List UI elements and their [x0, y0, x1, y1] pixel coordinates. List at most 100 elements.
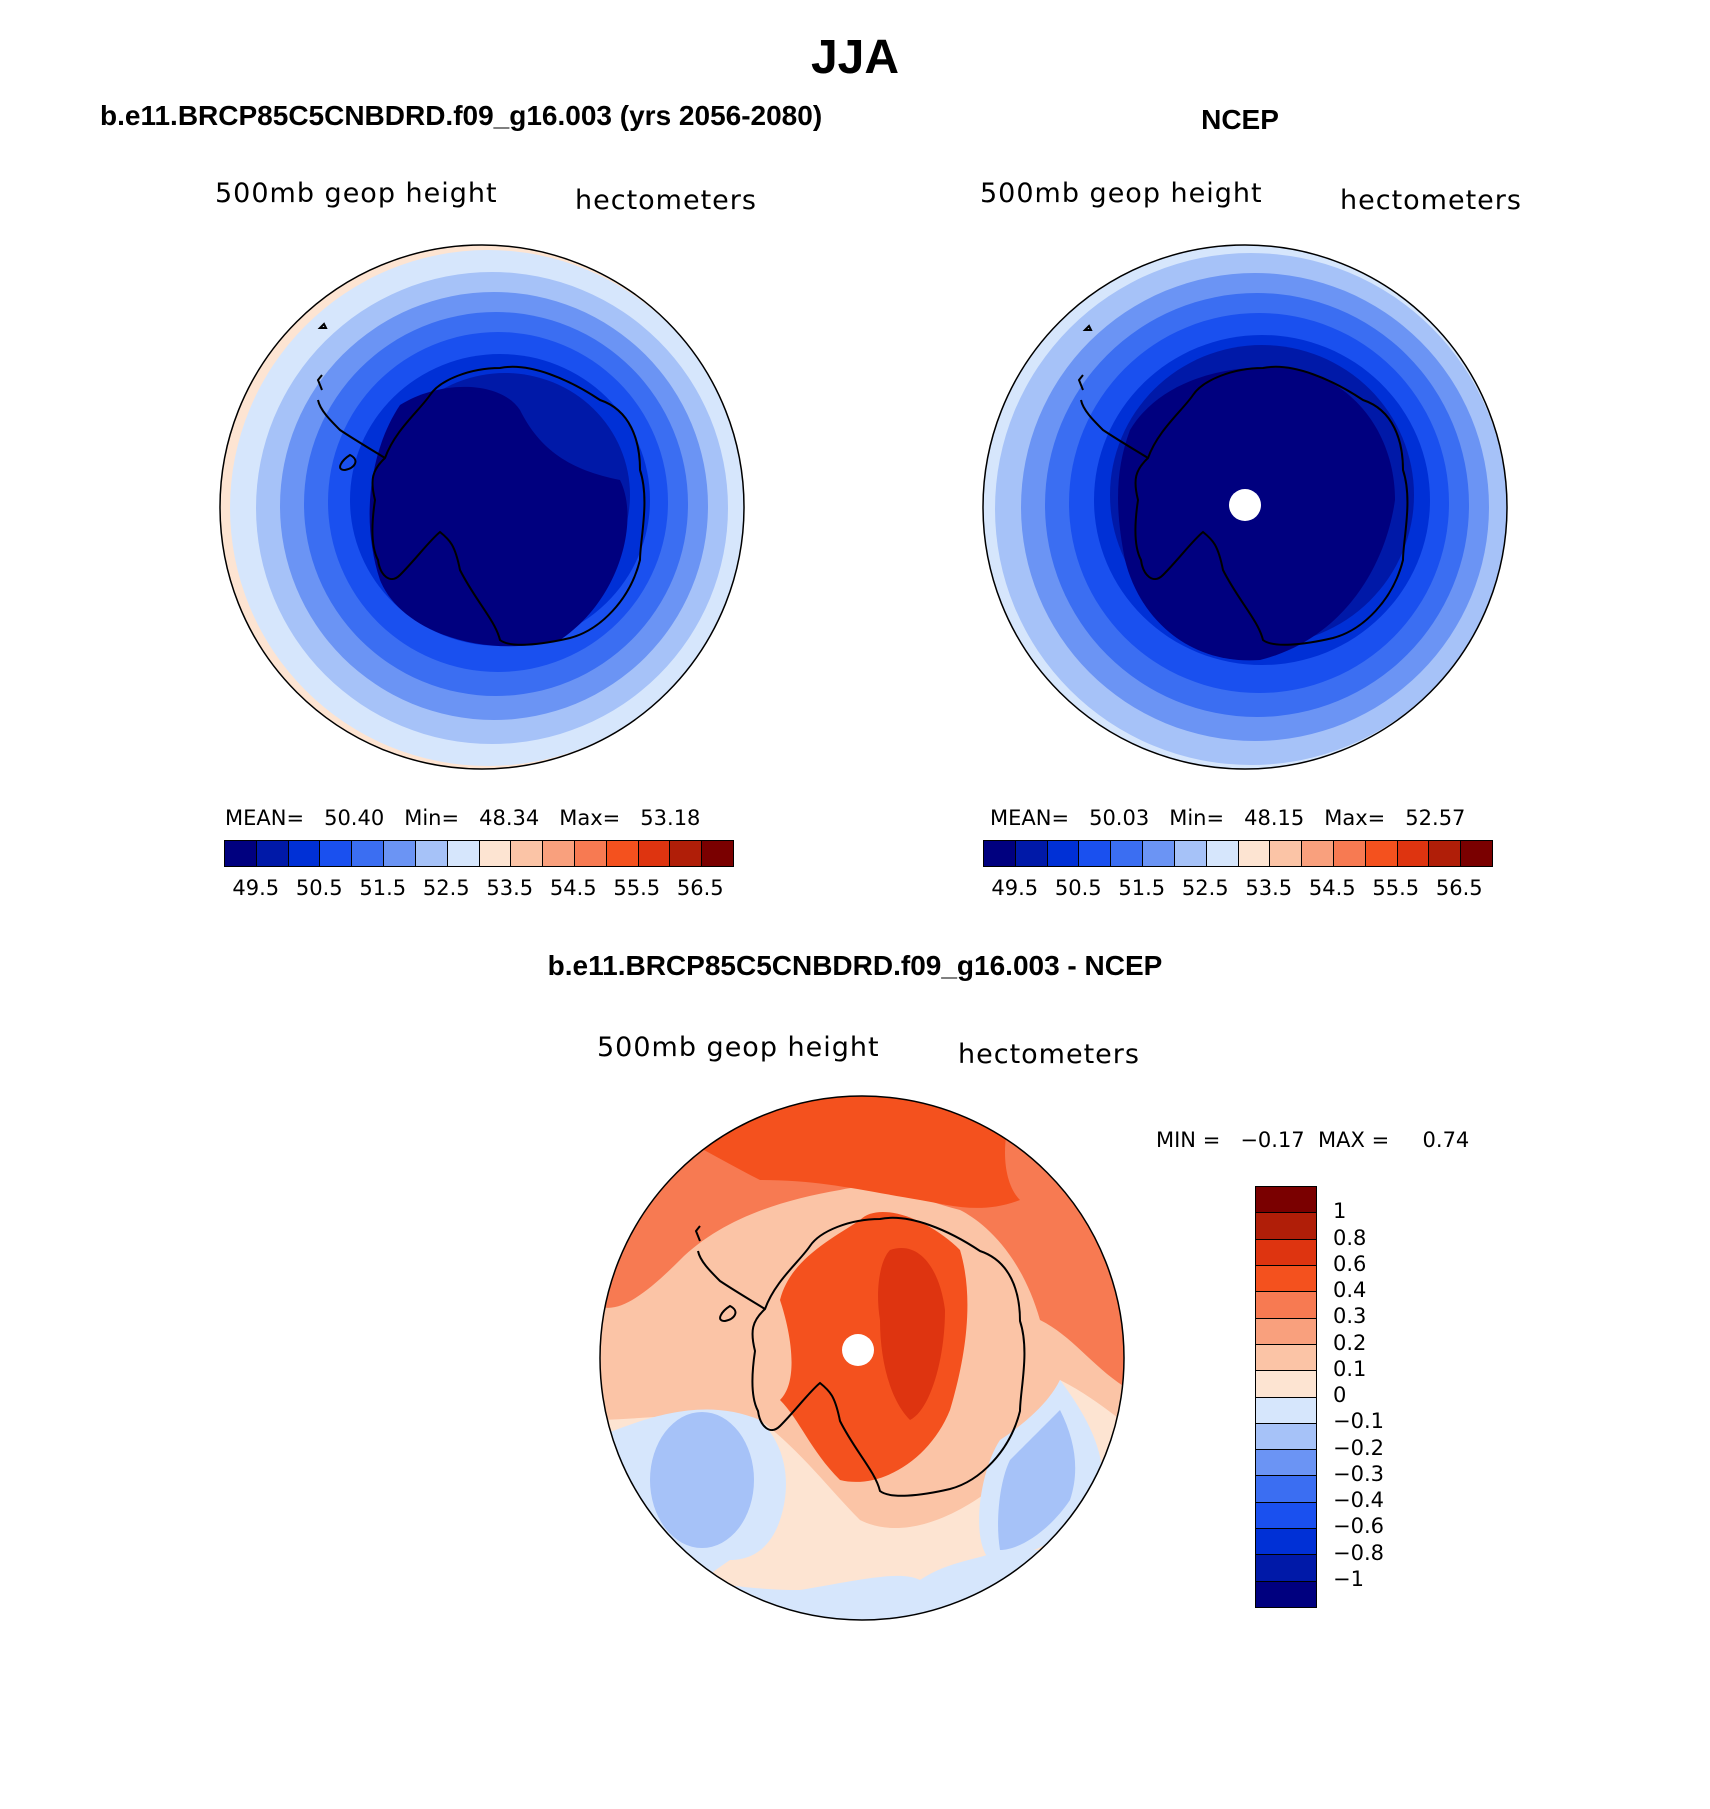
- colorbar-swatch: [1256, 1187, 1316, 1214]
- main-title: JJA: [810, 31, 900, 84]
- colorbar-tick-label: 49.5: [232, 876, 280, 900]
- bottom-pole-marker: [842, 1334, 874, 1366]
- colorbar-swatch: [984, 841, 1016, 866]
- colorbar-swatch: [1015, 841, 1048, 866]
- left-map-coastline: [316, 322, 646, 646]
- colorbar-tick-label: 55.5: [1372, 876, 1420, 900]
- colorbar-swatch: [288, 841, 321, 866]
- bottom-map-coastline: [694, 1216, 1026, 1497]
- colorbar-swatch: [606, 841, 639, 866]
- colorbar-swatch: [1111, 841, 1144, 866]
- right-pole-marker: [1229, 489, 1261, 521]
- colorbar-swatch: [1256, 1502, 1316, 1530]
- colorbar-tick-label: 55.5: [613, 876, 661, 900]
- bottom-map-boundary: [599, 1095, 1125, 1621]
- colorbar-tick-label: 0.4: [1333, 1278, 1367, 1302]
- colorbar-tick-label: 0.1: [1333, 1356, 1367, 1381]
- colorbar-swatch: [1256, 1529, 1316, 1556]
- colorbar-swatch: [1256, 1318, 1316, 1345]
- bottom-stats: MIN = −0.17 MAX = 0.74: [1156, 1128, 1470, 1152]
- bottom-map-field: [600, 1096, 1124, 1620]
- colorbar-tick-label: 53.5: [1245, 876, 1293, 900]
- colorbar-swatch: [638, 841, 671, 866]
- left-units-label: hectometers: [575, 185, 757, 216]
- colorbar-swatch: [352, 841, 385, 866]
- colorbar-swatch: [1256, 1581, 1316, 1607]
- colorbar-swatch: [1256, 1450, 1316, 1477]
- left-variable-label: 500mb geop height: [215, 178, 498, 209]
- colorbar-tick-label: 52.5: [422, 876, 470, 900]
- colorbar-swatch: [479, 841, 512, 866]
- colorbar-swatch: [1256, 1292, 1316, 1319]
- colorbar-swatch: [1256, 1239, 1316, 1266]
- colorbar-tick-label: 49.5: [991, 876, 1039, 900]
- left-stats: MEAN= 50.40 Min= 48.34 Max= 53.18: [225, 806, 701, 830]
- colorbar-tick-label: 1: [1333, 1199, 1347, 1224]
- right-units-label: hectometers: [1340, 185, 1522, 216]
- colorbar-tick-label: −0.1: [1333, 1409, 1384, 1434]
- colorbar-swatch: [574, 841, 607, 866]
- colorbar-tick-label: −0.6: [1333, 1514, 1384, 1539]
- colorbar-swatch: [1238, 841, 1271, 866]
- colorbar-swatch: [1461, 841, 1492, 866]
- colorbar-swatch: [670, 841, 703, 866]
- colorbar-swatch: [1174, 841, 1207, 866]
- right-map-coastline: [1077, 324, 1409, 646]
- colorbar-swatch: [1256, 1344, 1316, 1372]
- colorbar-swatch: [1206, 841, 1239, 866]
- colorbar-swatch: [1143, 841, 1175, 866]
- bottom-colorbar: [1255, 1186, 1317, 1608]
- left-map-field: [220, 245, 744, 769]
- colorbar-swatch: [1333, 841, 1366, 866]
- colorbar-swatch: [415, 841, 448, 866]
- colorbar-swatch: [1365, 841, 1398, 866]
- left-panel-title: b.e11.BRCP85C5CNBDRD.f09_g16.003 (yrs 20…: [100, 100, 823, 131]
- colorbar-swatch: [1256, 1371, 1316, 1398]
- colorbar-tick-label: 56.5: [676, 876, 724, 900]
- colorbar-tick-label: −0.8: [1333, 1540, 1384, 1565]
- colorbar-tick-label: 52.5: [1181, 876, 1229, 900]
- colorbar-tick-label: −0.4: [1333, 1488, 1384, 1512]
- colorbar-tick-label: −0.3: [1333, 1461, 1384, 1486]
- colorbar-swatch: [320, 841, 353, 866]
- right-colorbar: [983, 840, 1493, 867]
- colorbar-swatch: [1429, 841, 1462, 866]
- colorbar-swatch: [1397, 841, 1430, 866]
- colorbar-swatch: [702, 841, 733, 866]
- bottom-units-label: hectometers: [958, 1039, 1140, 1070]
- colorbar-swatch: [1256, 1265, 1316, 1293]
- colorbar-tick-label: 53.5: [486, 876, 534, 900]
- left-map-boundary: [219, 244, 745, 770]
- bottom-panel-title: b.e11.BRCP85C5CNBDRD.f09_g16.003 - NCEP: [547, 950, 1163, 981]
- colorbar-tick-label: 54.5: [549, 876, 597, 900]
- colorbar-tick-label: 0.8: [1333, 1225, 1367, 1250]
- colorbar-swatch: [1270, 841, 1303, 866]
- colorbar-swatch: [511, 841, 544, 866]
- right-panel-title: NCEP: [1201, 104, 1279, 135]
- colorbar-tick-label: 50.5: [1054, 876, 1102, 900]
- right-stats: MEAN= 50.03 Min= 48.15 Max= 52.57: [990, 806, 1466, 830]
- colorbar-tick-label: 54.5: [1308, 876, 1356, 900]
- right-map-boundary: [982, 244, 1508, 770]
- bottom-variable-label: 500mb geop height: [597, 1032, 880, 1063]
- colorbar-tick-label: 51.5: [359, 876, 407, 900]
- colorbar-swatch: [384, 841, 416, 866]
- colorbar-tick-label: −0.2: [1333, 1435, 1384, 1460]
- colorbar-swatch: [1047, 841, 1080, 866]
- colorbar-tick-label: −1: [1333, 1566, 1364, 1591]
- colorbar-tick-label: 51.5: [1118, 876, 1166, 900]
- colorbar-swatch: [1256, 1213, 1316, 1240]
- colorbar-swatch: [543, 841, 575, 866]
- right-variable-label: 500mb geop height: [980, 178, 1263, 209]
- colorbar-tick-label: 0.2: [1333, 1330, 1367, 1355]
- colorbar-swatch: [1079, 841, 1112, 866]
- colorbar-tick-label: 0.6: [1333, 1251, 1367, 1276]
- colorbar-swatch: [225, 841, 257, 866]
- colorbar-swatch: [1256, 1476, 1316, 1503]
- colorbar-swatch: [256, 841, 289, 866]
- colorbar-tick-label: 56.5: [1435, 876, 1483, 900]
- colorbar-swatch: [1256, 1555, 1316, 1582]
- colorbar-swatch: [1302, 841, 1334, 866]
- colorbar-swatch: [1256, 1397, 1316, 1424]
